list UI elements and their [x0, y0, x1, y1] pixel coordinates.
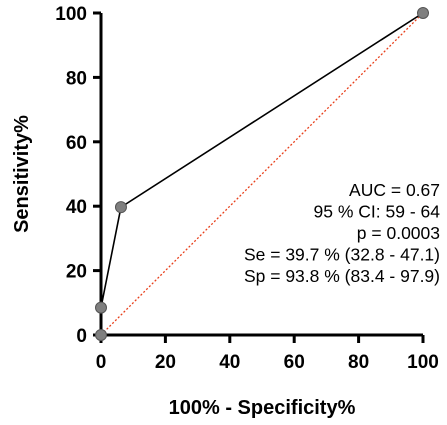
- tick-labels: 0 20 40 60 80 100 0 20 40 60 80 100: [55, 4, 439, 373]
- y-tick-label: 20: [66, 262, 87, 283]
- roc-point: [114, 201, 127, 214]
- ci-text: 95 % CI: 59 - 64: [314, 202, 441, 222]
- axes: [93, 11, 425, 343]
- y-tick-label: 100: [55, 4, 87, 25]
- y-tick-label: 40: [66, 197, 87, 218]
- auc-text: AUC = 0.67: [349, 180, 440, 200]
- roc-points: [95, 7, 429, 341]
- y-tick-label: 0: [76, 326, 87, 347]
- y-tick-label: 60: [66, 133, 87, 154]
- reference-diagonal-line: [100, 12, 424, 336]
- stats-annotation: AUC = 0.67 95 % CI: 59 - 64 p = 0.0003 S…: [244, 180, 440, 286]
- x-tick-label: 100: [407, 352, 439, 373]
- roc-point: [95, 329, 107, 341]
- x-tick-label: 80: [348, 352, 369, 373]
- roc-point: [417, 7, 429, 19]
- x-tick-label: 40: [219, 352, 240, 373]
- y-axis-title: Sensitivity%: [11, 115, 33, 233]
- roc-point: [95, 301, 107, 314]
- p-value-text: p = 0.0003: [357, 223, 440, 243]
- x-tick-label: 0: [96, 352, 107, 373]
- x-axis-title: 100% - Specificity%: [169, 397, 356, 419]
- specificity-text: Sp = 93.8 % (83.4 - 97.9): [244, 266, 440, 286]
- x-tick-label: 60: [284, 352, 305, 373]
- x-tick-label: 20: [155, 352, 176, 373]
- sensitivity-text: Se = 39.7 % (32.8 - 47.1): [244, 245, 440, 265]
- roc-curve-line: [100, 12, 424, 335]
- y-tick-label: 80: [66, 68, 87, 89]
